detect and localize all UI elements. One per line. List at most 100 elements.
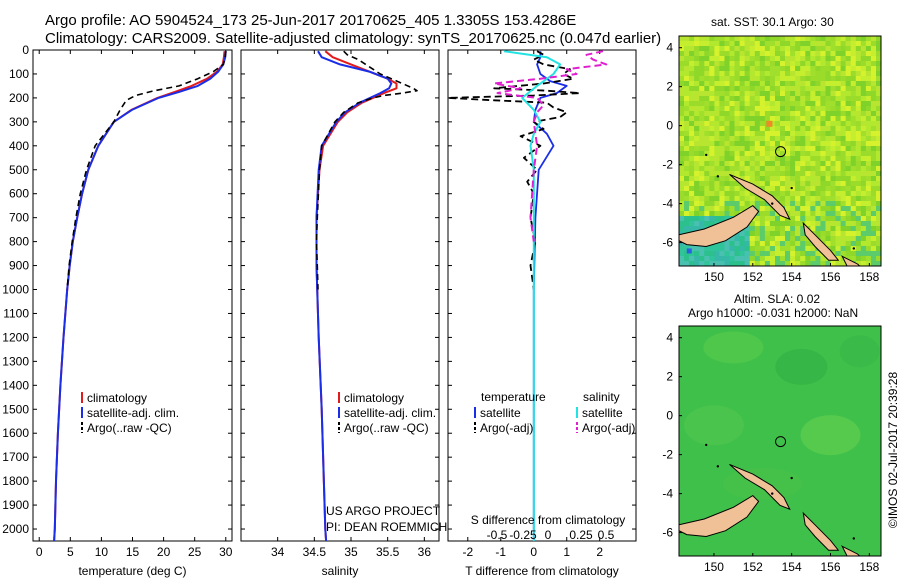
sst-cell <box>764 251 771 257</box>
sst-cell <box>719 216 725 222</box>
sst-cell <box>739 201 746 207</box>
sst-cell <box>830 206 837 212</box>
sst-cell <box>800 131 806 137</box>
sst-cell <box>785 66 791 72</box>
sst-cell <box>684 86 690 92</box>
sst-cell <box>699 131 705 137</box>
sst-cell <box>709 61 715 67</box>
sst-cell <box>780 46 786 52</box>
sst-cell <box>754 66 761 72</box>
sst-cell <box>870 256 877 262</box>
sst-cell <box>860 46 867 52</box>
sst-cell <box>754 106 761 112</box>
sst-cell <box>795 236 801 242</box>
sst-cell <box>704 191 710 197</box>
sst-cell <box>845 181 852 187</box>
sst-cool-cell <box>686 248 692 254</box>
sst-cell <box>699 161 705 167</box>
sst-cell <box>764 41 771 47</box>
sst-cell <box>704 106 710 112</box>
sst-cell <box>744 261 751 266</box>
sst-cell <box>805 256 811 262</box>
sst-cell <box>876 156 881 162</box>
sst-cell <box>800 66 806 72</box>
sst-cell <box>744 106 751 112</box>
sst-cell <box>785 91 791 97</box>
sst-cell <box>744 71 751 77</box>
sst-cell <box>795 231 801 237</box>
sst-cell <box>775 161 781 167</box>
sst-cell <box>785 41 791 47</box>
sst-cell <box>769 96 776 102</box>
sst-cell <box>769 206 776 212</box>
sst-cell <box>769 131 776 137</box>
sst-cell <box>684 146 690 152</box>
sst-cell <box>850 91 857 97</box>
sst-cell <box>845 201 852 207</box>
sst-cell <box>719 96 725 102</box>
sst-cell <box>764 61 771 67</box>
sst-cell <box>749 106 756 112</box>
sst-cell <box>855 176 862 182</box>
sst-cell <box>805 191 811 197</box>
sst-cell <box>845 71 852 77</box>
sst-cell <box>840 91 847 97</box>
sst-cell <box>739 196 746 202</box>
legend-temp-argo: Argo(-adj) <box>480 421 533 435</box>
sst-cell <box>825 41 832 47</box>
sst-cell <box>876 91 881 97</box>
sst-cell <box>719 176 725 182</box>
sst-cell <box>694 101 700 107</box>
sst-cell <box>845 171 852 177</box>
sst-cell <box>759 166 766 172</box>
sst-cell <box>840 261 847 266</box>
sst-cell <box>815 56 821 62</box>
sst-cell <box>724 256 731 262</box>
sst-cell <box>810 191 816 197</box>
sst-cell <box>820 236 826 242</box>
sst-cell <box>876 121 881 127</box>
map-x-tick-label: 154 <box>782 560 802 574</box>
sst-cell <box>679 151 685 157</box>
sst-cell <box>855 261 862 266</box>
sst-cell <box>689 111 695 117</box>
sst-cell <box>694 161 700 167</box>
sst-cell <box>815 71 821 77</box>
sst-cell <box>876 211 881 217</box>
sst-cell <box>820 146 826 152</box>
sst-cell <box>835 216 842 222</box>
sst-cell <box>835 201 842 207</box>
plot-frame-difference <box>447 49 637 542</box>
sst-cell <box>820 91 826 97</box>
sst-cell <box>815 186 821 192</box>
sst-cell <box>835 81 842 87</box>
map-y-tick-label: -6 <box>662 526 673 540</box>
sst-cell <box>835 146 842 152</box>
sst-cell <box>790 51 796 57</box>
sst-cell <box>714 36 720 42</box>
sst-cell <box>694 71 700 77</box>
sst-cell <box>754 206 761 212</box>
sst-cell <box>790 136 796 142</box>
sst-cell <box>815 201 821 207</box>
sst-cell <box>805 216 811 222</box>
sst-cell <box>754 81 761 87</box>
sst-cell <box>876 56 881 62</box>
sst-cell <box>734 146 741 152</box>
sst-cell <box>876 46 881 52</box>
sst-cell <box>744 86 751 92</box>
sst-cell <box>840 186 847 192</box>
sst-cell <box>714 181 720 187</box>
land <box>729 463 791 511</box>
sst-cell <box>840 86 847 92</box>
sst-cell <box>704 131 710 137</box>
sst-cell <box>699 111 705 117</box>
sst-cell <box>679 211 685 217</box>
sst-cell <box>825 131 832 137</box>
sst-cell <box>699 71 705 77</box>
sst-cell <box>815 46 821 52</box>
sst-cell <box>679 186 685 192</box>
sst-cell <box>840 191 847 197</box>
sst-cell <box>694 156 700 162</box>
sst-cell <box>860 66 867 72</box>
